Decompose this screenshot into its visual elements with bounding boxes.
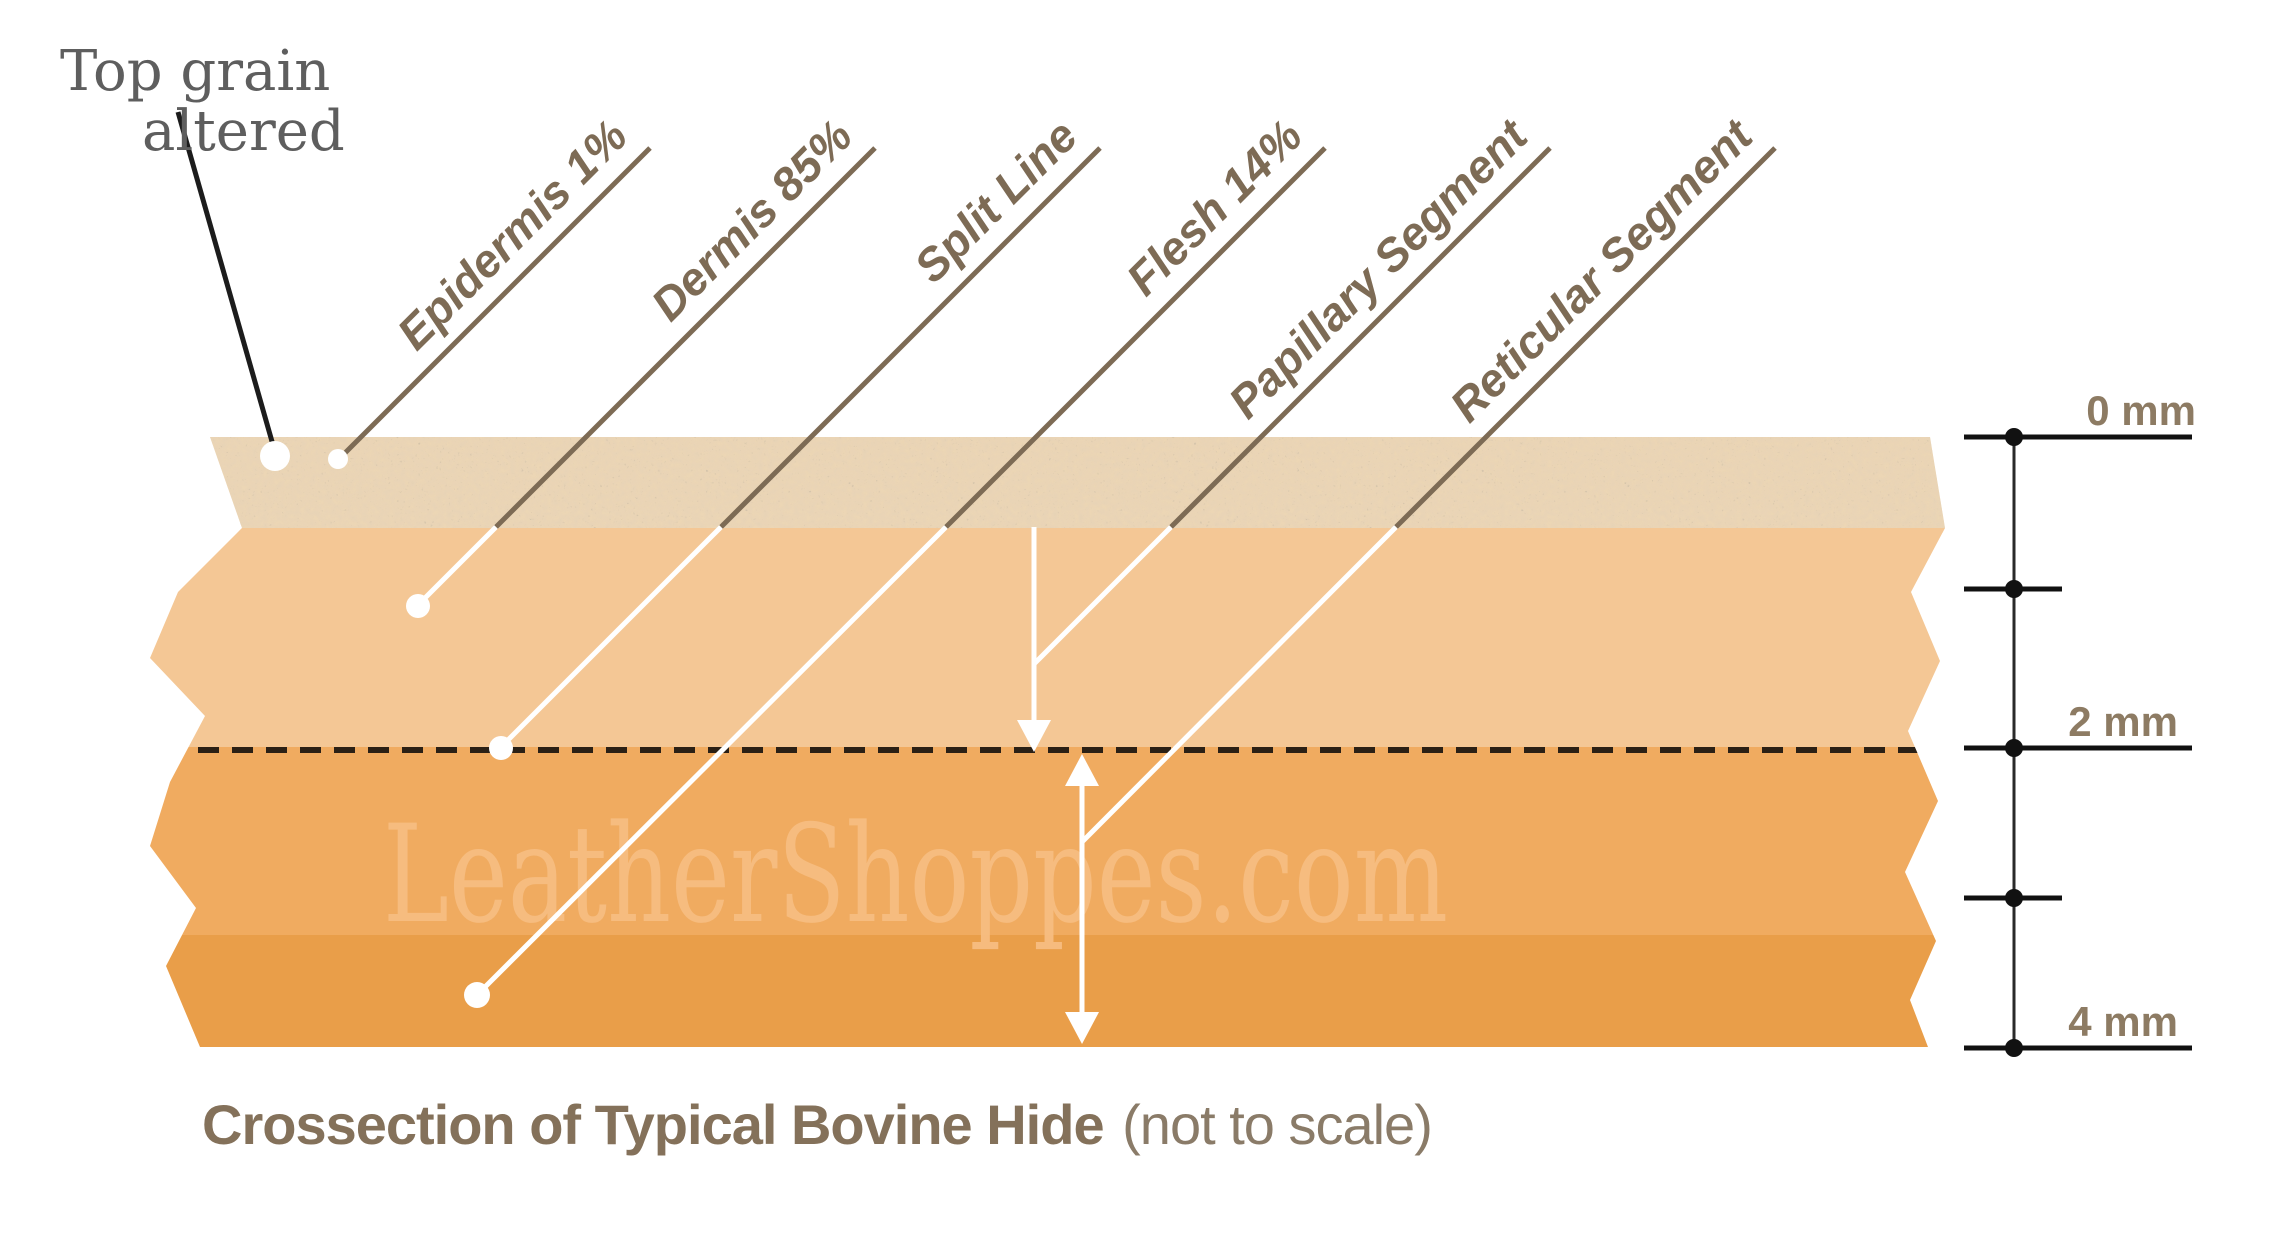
diagonal-labels: Epidermis 1% Dermis 85% Split Line Flesh…: [387, 108, 1763, 432]
scale-label-0mm: 0 mm: [2086, 387, 2196, 434]
label-flesh: Flesh 14%: [1116, 109, 1312, 305]
papillary-layer: [150, 528, 1945, 747]
scale-label-4mm: 4 mm: [2068, 998, 2178, 1045]
papillary-leader-lower: [1032, 525, 1173, 666]
caption-title: Crossection of Typical Bovine Hide: [202, 1093, 1104, 1156]
scale-dot-2mm: [2005, 739, 2023, 757]
label-dermis: Dermis 85%: [641, 109, 862, 330]
flesh-leader-upper: [944, 146, 1327, 529]
reticular-layer: [150, 747, 1945, 935]
epidermis-leader-line: [339, 146, 652, 459]
label-split-line: Split Line: [904, 109, 1087, 292]
top-grain-note-line2: altered: [142, 99, 345, 164]
hide-cross-section: LeatherShoppes.com: [150, 437, 1945, 1047]
split-line-anchor-dot: [489, 736, 513, 760]
flesh-layer: [150, 935, 1945, 1047]
top-grain-anchor-dot: [260, 441, 290, 471]
top-grain-leader-line: [175, 111, 278, 453]
dermis-anchor-dot: [406, 594, 430, 618]
top-grain-note-line1: Top grain: [60, 39, 330, 104]
flesh-anchor-dot: [464, 982, 490, 1008]
top-grain-note: Top grain altered: [60, 39, 345, 164]
diagram-caption: Crossection of Typical Bovine Hide (not …: [202, 1093, 1432, 1156]
epidermis-anchor-dot: [328, 449, 348, 469]
scale-dot-3mm: [2005, 889, 2023, 907]
scale-label-2mm: 2 mm: [2068, 698, 2178, 745]
papillary-arrowhead-down-icon: [1017, 720, 1051, 752]
papillary-leader-upper: [1169, 146, 1552, 529]
reticular-arrowhead-up-icon: [1065, 754, 1099, 786]
flesh-leader-lower: [475, 525, 948, 997]
scale-dot-0mm: [2005, 428, 2023, 446]
scale-dot-1mm: [2005, 580, 2023, 598]
depth-scale: 0 mm 2 mm 4 mm: [1964, 387, 2196, 1057]
reticular-leader-upper: [1394, 146, 1777, 529]
dermis-leader-line-lower: [416, 525, 498, 607]
split-line-leader-upper: [719, 146, 1102, 529]
label-epidermis: Epidermis 1%: [387, 109, 637, 359]
scale-dot-4mm: [2005, 1039, 2023, 1057]
caption-note: (not to scale): [1108, 1093, 1432, 1156]
grain-texture-flecks: [150, 437, 1945, 528]
split-line-leader-lower: [501, 525, 723, 747]
watermark-text: LeatherShoppes.com: [383, 796, 1448, 953]
reticular-leader-lower: [1080, 525, 1398, 844]
reticular-arrowhead-down-icon: [1065, 1012, 1099, 1044]
dermis-leader-line-upper: [494, 146, 877, 529]
